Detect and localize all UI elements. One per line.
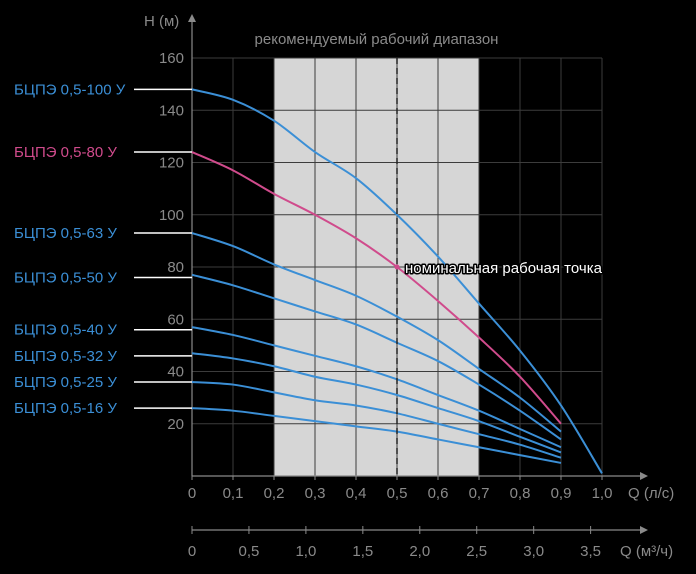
x2-tick-label: 3,5 xyxy=(580,543,601,560)
x-tick-label: 0,8 xyxy=(510,485,531,502)
annotations: номинальная рабочая точка xyxy=(394,58,604,476)
series-label: БЦПЭ 0,5-40 У xyxy=(14,322,117,339)
series-lines xyxy=(191,88,603,474)
series-label: БЦПЭ 0,5-32 У xyxy=(14,348,117,365)
y-axis-arrow xyxy=(188,14,196,22)
x2-tick-label: 0 xyxy=(188,543,196,560)
y-tick-label: 80 xyxy=(167,259,184,276)
x-tick-label: 0,6 xyxy=(428,485,449,502)
x2-tick-label: 3,0 xyxy=(523,543,544,560)
nominal-point-label: номинальная рабочая точка xyxy=(405,260,603,277)
y-tick-label: 40 xyxy=(167,364,184,381)
series-label: БЦПЭ 0,5-50 У xyxy=(14,269,117,286)
x-tick-label: 0,1 xyxy=(223,485,244,502)
series-label: БЦПЭ 0,5-100 У xyxy=(14,81,126,98)
x-tick-label: 0,9 xyxy=(551,485,572,502)
y-tick-label: 20 xyxy=(167,416,184,433)
x-tick-label: 0,2 xyxy=(264,485,285,502)
series-line xyxy=(191,273,562,441)
series-label: БЦПЭ 0,5-80 У xyxy=(14,144,117,161)
y-tick-label: 120 xyxy=(159,155,184,172)
x-tick-label: 0,7 xyxy=(469,485,490,502)
x2-tick-label: 1,0 xyxy=(295,543,316,560)
x-tick-label: 0,4 xyxy=(346,485,367,502)
range-label: рекомендуемый рабочий диапазон xyxy=(255,31,499,48)
series-line xyxy=(191,88,603,474)
x-tick-label: 0,3 xyxy=(305,485,326,502)
series-labels: БЦПЭ 0,5-100 У БЦПЭ 0,5-80 У БЦПЭ 0,5-63 У… xyxy=(14,81,192,417)
series-label: БЦПЭ 0,5-25 У xyxy=(14,374,117,391)
x2-axis-label: Q (м³/ч) xyxy=(620,543,673,560)
series-line xyxy=(191,407,562,464)
x-tick-label: 0 xyxy=(188,485,196,502)
series-label: БЦПЭ 0,5-16 У xyxy=(14,400,117,417)
y-tick-label: 140 xyxy=(159,102,184,119)
series-line xyxy=(191,232,562,433)
x2-tick-label: 2,0 xyxy=(409,543,430,560)
x2-tick-label: 1,5 xyxy=(352,543,373,560)
series-line xyxy=(191,151,562,425)
series-line xyxy=(191,326,562,449)
nominal-point xyxy=(394,264,400,270)
y-tick-label: 100 xyxy=(159,207,184,224)
x2-axis-arrow xyxy=(640,526,648,534)
x2-tick-label: 0,5 xyxy=(239,543,260,560)
axes: H (м) 20 40 60 80 100 120 140 160 0 0,1 0,2 0,3 0,4 0,… xyxy=(144,13,674,560)
y-axis-label: H (м) xyxy=(144,13,179,30)
x2-tick-label: 2,5 xyxy=(466,543,487,560)
x-tick-label: 1,0 xyxy=(592,485,613,502)
x-axis-label: Q (л/с) xyxy=(628,485,674,502)
series-label: БЦПЭ 0,5-63 У xyxy=(14,225,117,242)
series-line xyxy=(191,352,562,454)
x-axis-arrow xyxy=(640,472,648,480)
y-tick-label: 60 xyxy=(167,311,184,328)
series-line xyxy=(191,380,562,459)
y-tick-label: 160 xyxy=(159,50,184,67)
x-tick-label: 0,5 xyxy=(387,485,408,502)
